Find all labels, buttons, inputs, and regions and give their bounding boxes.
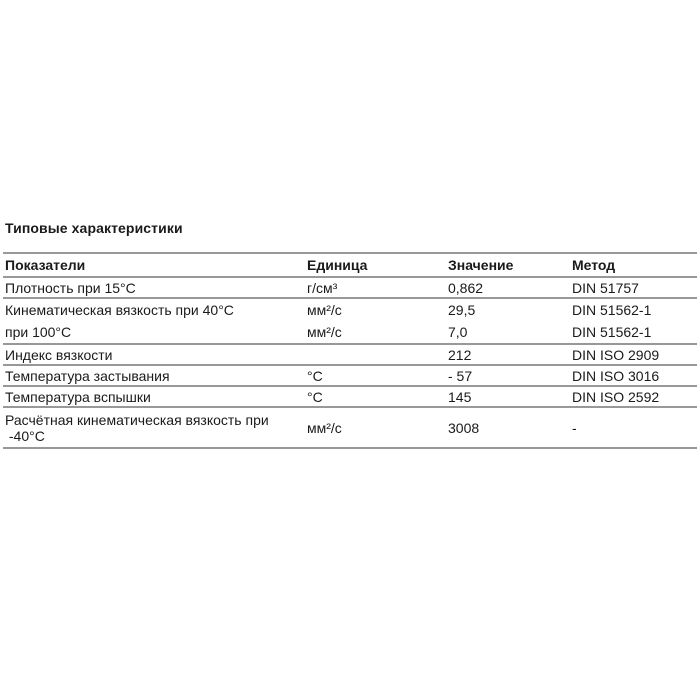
cell-value: 3008 [448, 419, 480, 436]
cell-value: 145 [448, 388, 472, 405]
cell-method: DIN ISO 2909 [572, 346, 660, 363]
column-header-method: Метод [572, 257, 616, 273]
table-header-row: Показатели Единица Значение Метод [3, 253, 697, 277]
table-row-density: Плотность при 15°C г/см³ 0,862 DIN 51757 [3, 277, 697, 298]
cell-indicator: Кинематическая вязкость при 40°C [5, 302, 234, 318]
column-header-indicators: Показатели [5, 257, 86, 273]
cell-unit: г/см³ [307, 279, 338, 296]
cell-indicator: Температура вспышки [5, 388, 151, 405]
cell-value: - 57 [448, 367, 473, 384]
cell-value: 7,0 [448, 324, 468, 340]
table-row-viscosity-index: Индекс вязкости 212 DIN ISO 2909 [3, 344, 697, 365]
cell-method: DIN 51562-1 [572, 302, 652, 318]
cell-value: 29,5 [448, 302, 476, 318]
cell-indicator: Температура застывания [5, 367, 170, 384]
cell-indicator: при 100°C [5, 324, 72, 340]
table-row-viscosity-40c: Кинематическая вязкость при 40°C мм²/с 2… [3, 298, 697, 321]
cell-unit: °C [307, 388, 323, 405]
cell-indicator: Плотность при 15°C [5, 279, 136, 296]
cell-value: 212 [448, 346, 472, 363]
cell-value: 0,862 [448, 279, 484, 296]
table-header: Показатели Единица Значение Метод [3, 253, 697, 277]
cell-method: DIN 51757 [572, 279, 639, 296]
characteristics-table: Показатели Единица Значение Метод Плотно… [3, 252, 697, 449]
table-row-flash-point: Температура вспышки °C 145 DIN ISO 2592 [3, 386, 697, 407]
table-row-calc-viscosity-minus40c: Расчётная кинематическая вязкость при -4… [3, 407, 697, 448]
column-header-unit: Единица [307, 257, 368, 273]
cell-indicator: Индекс вязкости [5, 346, 113, 363]
cell-method: DIN 51562-1 [572, 324, 652, 340]
cell-unit: °C [307, 367, 323, 384]
table-row-viscosity-100c: при 100°C мм²/с 7,0 DIN 51562-1 [3, 321, 697, 344]
column-header-value: Значение [448, 257, 514, 273]
cell-unit: мм²/с [307, 302, 342, 318]
cell-method: DIN ISO 2592 [572, 388, 660, 405]
table-body: Плотность при 15°C г/см³ 0,862 DIN 51757… [3, 277, 697, 448]
cell-indicator: Расчётная кинематическая вязкость при -4… [5, 411, 269, 444]
cell-unit [307, 344, 448, 365]
cell-unit: мм²/с [307, 419, 342, 436]
cell-unit: мм²/с [307, 324, 342, 340]
page-title: Типовые характеристики [5, 220, 183, 236]
cell-method: - [572, 419, 577, 436]
table-row-pour-point: Температура застывания °C - 57 DIN ISO 3… [3, 365, 697, 386]
cell-method: DIN ISO 3016 [572, 367, 660, 384]
